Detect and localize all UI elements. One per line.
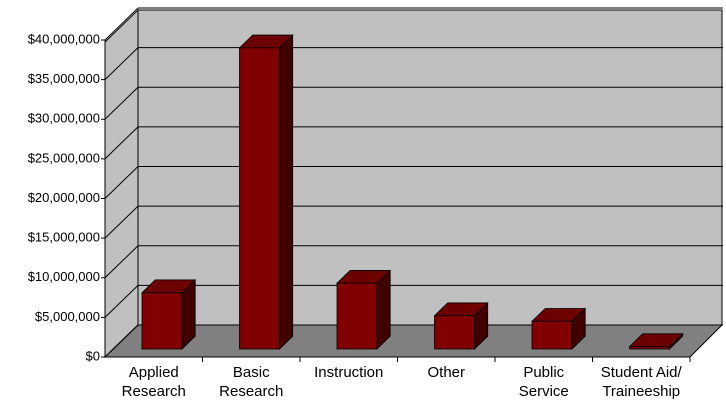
bar (531, 320, 573, 350)
bar (239, 47, 280, 350)
y-tick-label: $0 (86, 348, 100, 363)
y-tick-label: $10,000,000 (28, 269, 100, 284)
bar (629, 346, 670, 350)
y-tick-label: $40,000,000 (28, 31, 100, 46)
x-tick-label: Applied Research (121, 364, 186, 400)
y-tick-label: $20,000,000 (28, 190, 100, 205)
grid-line (104, 245, 139, 279)
bar (434, 315, 475, 350)
floor (103, 324, 724, 358)
y-tick-label: $35,000,000 (28, 71, 100, 86)
back-wall (137, 9, 723, 326)
y-tick-label: $25,000,000 (28, 150, 100, 165)
y-tick-label: $5,000,000 (35, 309, 100, 324)
grid-line (104, 86, 139, 120)
x-tick-label: Instruction (314, 364, 384, 381)
y-tick-label: $15,000,000 (28, 230, 100, 245)
bar (141, 292, 183, 350)
x-tick-label: Other (427, 364, 465, 381)
grid-line (104, 285, 139, 318)
grid-line (104, 47, 139, 80)
x-tick-label: Public Service (518, 364, 569, 400)
grid-line (104, 205, 139, 239)
bar (336, 282, 378, 350)
grid-line (104, 126, 139, 160)
side-wall (104, 8, 139, 359)
grid-line (104, 7, 139, 41)
x-tick-label: Basic Research (219, 364, 284, 400)
x-tick-label: Student Aid/ Traineeship (600, 364, 682, 400)
bar-side (376, 269, 391, 350)
grid-line (104, 166, 139, 199)
y-tick-label: $30,000,000 (28, 111, 100, 126)
bar-side (279, 34, 294, 350)
grid-line (104, 324, 139, 358)
